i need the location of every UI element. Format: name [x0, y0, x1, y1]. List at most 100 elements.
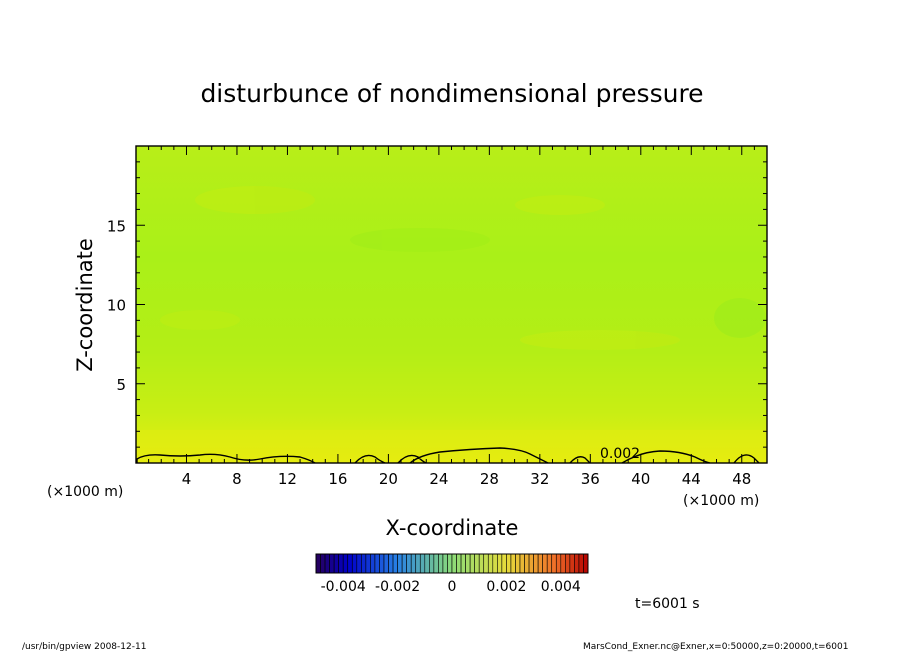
contour-label: 0.002 [600, 446, 640, 462]
colorbar-cell [456, 553, 462, 574]
colorbar-cell [460, 553, 466, 574]
x-tick-label: 24 [429, 470, 448, 488]
colorbar-cell [497, 553, 503, 574]
contour-line [136, 447, 760, 464]
colorbar-cell [356, 553, 362, 574]
colorbar-tick-label: 0.002 [486, 579, 526, 595]
field-blotch [195, 186, 315, 214]
footer-right: MarsCond_Exner.nc@Exner,x=0:50000,z=0:20… [583, 642, 849, 652]
colorbar-cell [410, 553, 417, 574]
colorbar-cell [324, 553, 330, 574]
colorbar-cell [565, 553, 571, 574]
colorbar-cell [433, 553, 439, 574]
colorbar-cell [487, 553, 494, 574]
colorbar-tick-label: 0 [448, 579, 457, 595]
colorbar-cell [528, 553, 534, 574]
colorbar-cell [583, 553, 589, 574]
plot-area: 0.002 [135, 145, 768, 464]
x-tick-label: 8 [232, 470, 242, 488]
colorbar-cell [569, 553, 575, 574]
colorbar-tick-label: -0.002 [375, 579, 420, 595]
y-tick-label: 15 [107, 217, 126, 235]
colorbar-cell [447, 553, 453, 574]
colorbar-cell [383, 553, 389, 574]
colorbar-cell [392, 553, 398, 574]
field-blotch [714, 298, 766, 338]
colorbar-cell [560, 553, 566, 574]
colorbar-cell [388, 553, 394, 574]
y-axis-label: Z-coordinate [73, 238, 97, 372]
colorbar [315, 553, 589, 574]
colorbar-cell [406, 553, 412, 574]
colorbar-cell [338, 553, 344, 574]
colorbar-cell [555, 553, 562, 574]
colorbar-cell [501, 553, 507, 574]
chart-title: disturbunce of nondimensional pressure [200, 79, 703, 108]
colorbar-cell [515, 553, 521, 574]
colorbar-cell [351, 553, 358, 574]
colorbar-cell [315, 553, 321, 574]
colorbar-cell [578, 553, 584, 574]
field-blotch [520, 330, 680, 350]
footer-left: /usr/bin/gpview 2008-12-11 [22, 642, 147, 652]
x-unit-left: (×1000 m) [47, 484, 123, 500]
colorbar-cell [546, 553, 553, 574]
x-tick-label: 4 [182, 470, 192, 488]
colorbar-tick-label: -0.004 [321, 579, 366, 595]
near-surface-band [136, 430, 767, 463]
colorbar-cell [342, 553, 349, 574]
y-tick-label: 10 [107, 297, 126, 315]
colorbar-labels: -0.004 -0.002 0 0.002 0.004 [321, 579, 581, 595]
field-blotch [160, 310, 240, 330]
colorbar-cell [510, 553, 516, 574]
x-tick-label: 48 [732, 470, 751, 488]
colorbar-tick-label: 0.004 [541, 579, 581, 595]
colorbar-cell [329, 553, 335, 574]
x-axis-label: X-coordinate [386, 516, 519, 540]
colorbar-cell [542, 553, 548, 574]
y-tick-label: 5 [116, 376, 126, 394]
colorbar-cell [524, 553, 530, 574]
x-tick-label: 20 [379, 470, 398, 488]
colorbar-cell [415, 553, 421, 574]
time-label: t=6001 s [635, 596, 700, 612]
colorbar-cell [424, 553, 430, 574]
field-blotch [350, 228, 490, 252]
x-tick-label: 32 [530, 470, 549, 488]
colorbar-cell [474, 553, 480, 574]
axis-ticks [136, 146, 767, 463]
colorbar-cell [374, 553, 380, 574]
x-tick-label: 40 [631, 470, 650, 488]
colorbar-cell [419, 553, 426, 574]
y-tick-labels: 5 10 15 [107, 217, 126, 394]
colorbar-cell [361, 553, 367, 574]
colorbar-cell [333, 553, 339, 574]
field-blotch [515, 195, 605, 215]
colorbar-cell [401, 553, 407, 574]
colorbar-cell [365, 553, 371, 574]
field-blotches [160, 186, 766, 350]
x-tick-label: 16 [328, 470, 347, 488]
colorbar-cell [397, 553, 403, 574]
colorbar-cell [438, 553, 444, 574]
colorbar-cell [451, 553, 457, 574]
x-tick-label: 12 [278, 470, 297, 488]
colorbar-cell [537, 553, 543, 574]
colorbar-cell [483, 553, 489, 574]
colorbar-cell [442, 553, 448, 574]
colorbar-cell [478, 553, 485, 574]
colorbar-frame [315, 553, 589, 574]
colorbar-cell [492, 553, 498, 574]
x-unit-right: (×1000 m) [683, 493, 759, 509]
colorbar-cell [347, 553, 353, 574]
x-tick-label: 36 [581, 470, 600, 488]
colorbar-cell [429, 553, 435, 574]
colorbar-cell [551, 553, 557, 574]
colorbar-cell [469, 553, 475, 574]
x-tick-label: 44 [682, 470, 701, 488]
colorbar-cell [379, 553, 385, 574]
colorbar-cell [574, 553, 580, 574]
colorbar-cell [370, 553, 376, 574]
x-tick-label: 28 [480, 470, 499, 488]
